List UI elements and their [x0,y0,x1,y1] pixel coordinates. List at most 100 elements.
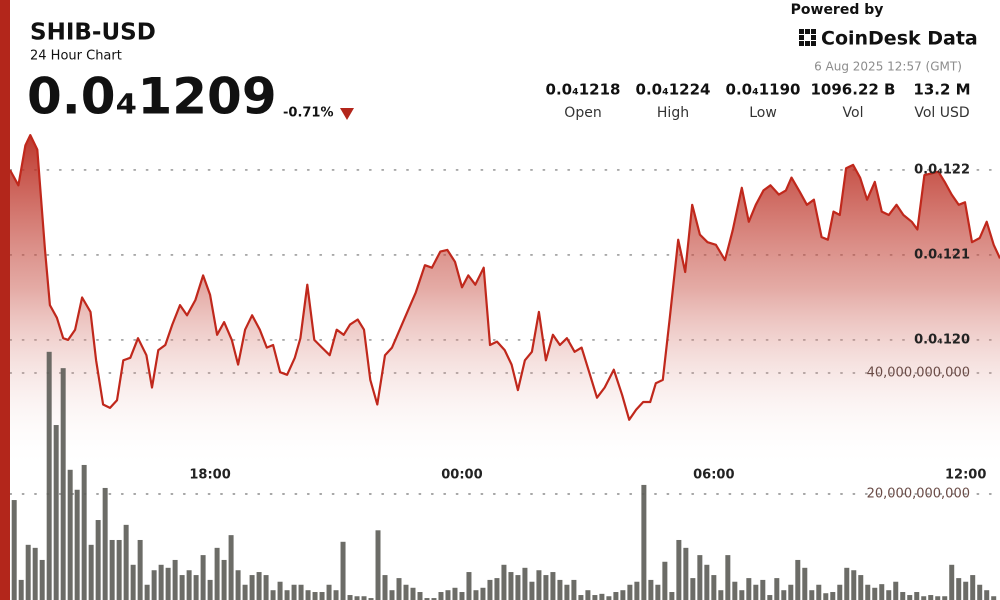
volume-bar [137,539,143,600]
y-tick-label: 20,000,000,000 [867,487,970,502]
volume-bar [116,539,122,600]
volume-bar [795,559,801,600]
stat-value: 1096.22 B [811,81,896,99]
price-line [9,134,1000,421]
y-tick-label: 0.0₄121 [914,247,970,262]
volume-bar [305,590,311,600]
volume-bar [522,567,528,600]
volume-bar [949,564,955,600]
volume-bar [179,575,185,600]
volume-bar [739,590,745,600]
stat-value: 0.0₄1218 [546,81,621,99]
volume-bar [585,590,591,600]
volume-bar [438,592,444,600]
volume-bar [802,567,808,600]
volume-bar [235,570,241,600]
volume-bar [249,575,255,600]
volume-bar [536,570,542,600]
volume-bar [641,484,647,600]
volume-bar [634,581,640,600]
volume-bar [417,592,423,600]
stat-label: Open [564,105,601,121]
volume-bar [914,592,920,600]
volume-bar [130,564,136,600]
volume-bar [970,575,976,600]
volume-bar [935,596,941,600]
volume-bar [851,570,857,600]
volume-bar [718,590,724,600]
series-layer [9,134,1000,600]
volume-bar [88,544,94,600]
volume-bar [193,575,199,600]
volume-bar [529,581,535,600]
volume-bar [599,593,605,600]
volume-bar [613,592,619,600]
volume-bar [571,579,577,600]
x-tick-label: 00:00 [441,468,482,483]
volume-bar [746,578,752,600]
volume-bar [396,578,402,600]
volume-bar [963,581,969,600]
volume-bar [781,590,787,600]
volume-bar [459,592,465,600]
volume-bar [319,592,325,600]
volume-bar [410,587,416,600]
volume-bar [389,590,395,600]
volume-bar [242,584,248,600]
volume-bar [186,570,192,600]
volume-bar [725,555,731,600]
volume-bar [550,572,556,600]
volume-bar [361,596,367,600]
volume-bar [830,592,836,600]
volume-bar [956,578,962,600]
volume-bar [858,575,864,600]
volume-bar [11,500,17,600]
volume-bar [123,524,129,600]
price-area [10,135,1000,600]
stat-label: High [657,105,689,121]
volume-bar [382,575,388,600]
volume-bar [760,579,766,600]
volume-bar [844,567,850,600]
volume-bar [655,584,661,600]
volume-bar [74,489,80,600]
volume-bar [900,592,906,600]
volume-bar [109,539,115,600]
volume-bar [284,590,290,600]
volume-bar [32,547,38,600]
volume-bar [165,567,171,600]
volume-bar [865,584,871,600]
volume-bar [375,530,381,600]
volume-bar [620,590,626,600]
volume-bar [207,579,213,600]
volume-bar [298,584,304,600]
volume-bar [445,590,451,600]
volume-bar [578,595,584,600]
volume-bar [403,584,409,600]
axis-label-layer: 0.0₄122 0.0₄121 0.0₄120 18:00 00:00 06:00 12:0… [189,162,986,501]
volume-bar [81,464,87,600]
volume-bar [732,581,738,600]
volume-bar [774,578,780,600]
volume-bar [466,572,472,600]
volume-bar [515,575,521,600]
down-arrow [340,108,354,120]
volume-bar [60,368,66,600]
volume-bar [886,590,892,600]
volume-bar [837,584,843,600]
powered-by: Powered by [791,2,884,18]
volume-bar [480,587,486,600]
volume-bar [151,570,157,600]
volume-bar [823,593,829,600]
volume-bar [473,590,479,600]
volume-bar [557,579,563,600]
volume-bar [144,584,150,600]
volume-bar [942,596,948,600]
volume-bar [697,555,703,600]
volume-bar [158,564,164,600]
volume-bar [256,572,262,600]
volume-bar [816,584,822,600]
x-tick-label: 18:00 [189,468,230,483]
volume-bar [606,596,612,600]
x-tick-label: 06:00 [693,468,734,483]
